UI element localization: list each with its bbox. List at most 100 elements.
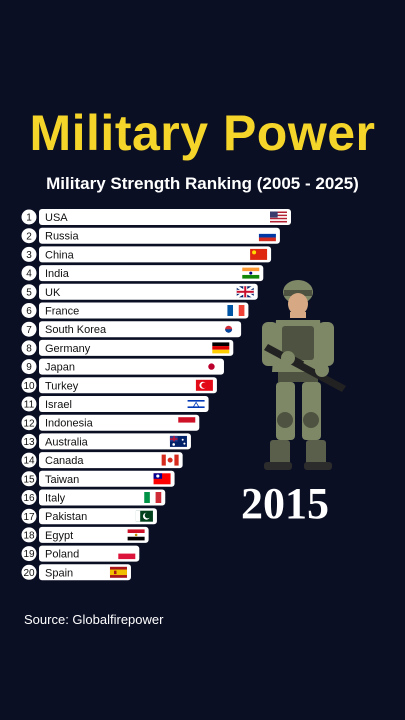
ranking-row: 6 France	[20, 302, 249, 319]
ranking-bar	[39, 209, 291, 225]
ranking-row: 13 Australia	[20, 432, 191, 450]
rank-number: 11	[24, 400, 35, 411]
ranking-row: 8 Germany	[20, 339, 234, 357]
rank-number: 9	[26, 362, 32, 373]
rank-number: 13	[23, 437, 35, 448]
country-label: Turkey	[45, 380, 79, 392]
rank-badge	[20, 245, 38, 263]
rank-badge	[20, 489, 38, 506]
country-label: Germany	[45, 343, 91, 355]
ranking-row: 3 China	[20, 245, 272, 263]
country-label: Egypt	[45, 530, 73, 542]
rank-badge	[20, 283, 38, 301]
uk-flag-icon	[236, 285, 255, 299]
rank-number: 17	[23, 512, 35, 523]
ranking-bar	[39, 302, 249, 319]
turkey-flag-icon	[195, 379, 213, 391]
rank-badge	[20, 320, 38, 338]
israel-flag-icon	[187, 398, 205, 410]
ranking-bar	[39, 433, 191, 450]
ranking-bar	[39, 526, 149, 543]
rank-number: 4	[26, 269, 32, 280]
country-label: Pakistan	[45, 511, 87, 523]
ranking-row: 17 Pakistan	[20, 507, 157, 525]
country-label: Japan	[45, 362, 75, 374]
rank-badge	[20, 339, 38, 357]
ranking-bar	[39, 358, 224, 375]
rank-number: 1	[26, 213, 32, 224]
rank-badge	[20, 227, 38, 245]
country-label: Italy	[45, 493, 66, 505]
ranking-bar	[39, 508, 157, 525]
ranking-bar	[39, 414, 200, 431]
rank-number: 7	[26, 325, 32, 336]
poland-flag-icon	[118, 548, 136, 560]
ranking-row: 18 Egypt	[20, 526, 149, 544]
rank-badge	[20, 470, 38, 488]
ranking-bar	[39, 452, 183, 469]
country-label: South Korea	[45, 324, 107, 336]
country-label: Poland	[45, 549, 79, 561]
japan-flag-icon	[202, 361, 220, 373]
rank-badge	[20, 414, 38, 432]
egypt-flag-icon	[127, 529, 145, 541]
country-label: India	[45, 268, 70, 280]
rank-badge	[20, 264, 38, 282]
rank-badge	[20, 358, 38, 376]
rank-badge	[20, 451, 38, 469]
rank-number: 6	[26, 306, 32, 317]
country-label: Israel	[45, 399, 72, 411]
country-label: UK	[45, 287, 61, 299]
ranking-bar	[39, 246, 272, 263]
south-korea-flag-icon	[220, 323, 238, 335]
rank-number: 18	[23, 531, 35, 542]
ranking-bar	[39, 564, 131, 581]
rank-number: 12	[23, 418, 35, 429]
russia-flag-icon	[258, 230, 276, 242]
year-label: 2015	[241, 479, 329, 528]
france-flag-icon	[227, 305, 245, 316]
pakistan-flag-icon	[135, 510, 153, 522]
ranking-row: 12 Indonesia	[20, 414, 200, 432]
country-label: China	[45, 249, 75, 261]
rank-number: 14	[23, 456, 35, 467]
rank-number: 16	[23, 493, 35, 504]
ranking-row: 20 Spain	[20, 563, 131, 581]
ranking-bar	[39, 377, 217, 394]
indonesia-flag-icon	[178, 417, 196, 429]
source-note: Source: Globalfirepower	[24, 612, 164, 627]
rank-number: 19	[23, 549, 35, 560]
rank-badge	[20, 507, 38, 525]
country-label: France	[45, 306, 79, 318]
rank-badge	[20, 208, 38, 226]
country-label: USA	[45, 212, 68, 224]
chart-subtitle: Military Strength Ranking (2005 - 2025)	[46, 174, 359, 193]
ranking-bar	[39, 396, 209, 412]
ranking-bar	[39, 470, 175, 487]
soldier-illustration	[262, 280, 346, 470]
rank-number: 2	[26, 231, 32, 242]
ranking-row: 4 India	[20, 264, 264, 282]
page-title: Military Power	[29, 105, 376, 161]
country-label: Australia	[45, 436, 89, 448]
country-label: Spain	[45, 567, 73, 579]
ranking-row: 2 Russia	[20, 227, 280, 245]
ranking-bar	[39, 545, 140, 562]
country-label: Canada	[45, 455, 84, 467]
ranking-bar	[39, 283, 258, 300]
ranking-row: 9 Japan	[20, 358, 224, 376]
ranking-row: 1 USA	[20, 208, 291, 226]
ranking-row: 19 Poland	[20, 545, 140, 563]
rank-number: 5	[26, 287, 32, 298]
rank-badge	[20, 526, 38, 544]
china-flag-icon	[250, 248, 268, 260]
rank-number: 15	[23, 474, 35, 485]
australia-flag-icon	[169, 435, 187, 447]
italy-flag-icon	[144, 492, 162, 503]
ranking-row: 15 Taiwan	[20, 470, 175, 488]
ranking-bar	[39, 321, 242, 338]
ranking-row: 7 South Korea	[20, 320, 242, 338]
ranking-bar	[39, 265, 264, 282]
rank-badge	[20, 432, 38, 450]
india-flag-icon	[242, 267, 260, 279]
